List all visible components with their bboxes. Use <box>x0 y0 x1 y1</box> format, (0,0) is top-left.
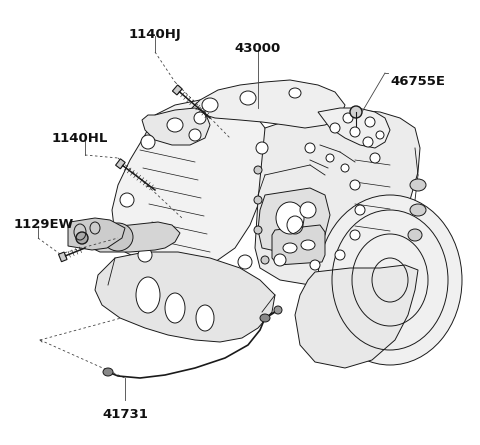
Ellipse shape <box>343 113 353 123</box>
Text: 1140HJ: 1140HJ <box>129 28 181 41</box>
Polygon shape <box>68 218 125 250</box>
Ellipse shape <box>370 153 380 163</box>
Ellipse shape <box>274 254 286 266</box>
Polygon shape <box>142 108 210 145</box>
Ellipse shape <box>318 195 462 365</box>
Ellipse shape <box>120 193 134 207</box>
Ellipse shape <box>410 204 426 216</box>
Ellipse shape <box>77 230 93 246</box>
Ellipse shape <box>301 240 315 250</box>
Polygon shape <box>172 85 182 95</box>
Polygon shape <box>112 100 270 268</box>
Ellipse shape <box>90 227 110 247</box>
Polygon shape <box>59 252 67 262</box>
Polygon shape <box>95 252 275 342</box>
Ellipse shape <box>305 143 315 153</box>
Polygon shape <box>272 225 325 265</box>
Ellipse shape <box>261 256 269 264</box>
Ellipse shape <box>283 243 297 253</box>
Ellipse shape <box>326 154 334 162</box>
Ellipse shape <box>167 118 183 132</box>
Text: 1129EW: 1129EW <box>14 218 74 231</box>
Polygon shape <box>116 159 125 169</box>
Ellipse shape <box>376 131 384 139</box>
Ellipse shape <box>256 142 268 154</box>
Ellipse shape <box>165 293 185 323</box>
Text: 41731: 41731 <box>102 408 148 421</box>
Polygon shape <box>182 80 345 128</box>
Ellipse shape <box>365 117 375 127</box>
Polygon shape <box>318 108 390 148</box>
Ellipse shape <box>350 127 360 137</box>
Ellipse shape <box>341 164 349 172</box>
Text: 1140HL: 1140HL <box>52 132 108 145</box>
Polygon shape <box>255 110 420 285</box>
Ellipse shape <box>238 255 252 269</box>
Ellipse shape <box>240 91 256 105</box>
Ellipse shape <box>330 123 340 133</box>
Ellipse shape <box>138 248 152 262</box>
Polygon shape <box>82 222 180 252</box>
Text: 46755E: 46755E <box>390 75 445 88</box>
Ellipse shape <box>355 205 365 215</box>
Ellipse shape <box>335 250 345 260</box>
Text: 43000: 43000 <box>235 42 281 55</box>
Ellipse shape <box>289 88 301 98</box>
Ellipse shape <box>196 305 214 331</box>
Ellipse shape <box>103 368 113 376</box>
Ellipse shape <box>194 112 206 124</box>
Ellipse shape <box>310 260 320 270</box>
Ellipse shape <box>300 202 316 218</box>
Ellipse shape <box>350 106 362 118</box>
Ellipse shape <box>189 129 201 141</box>
Ellipse shape <box>202 98 218 112</box>
Ellipse shape <box>274 306 282 314</box>
Polygon shape <box>295 265 418 368</box>
Ellipse shape <box>254 226 262 234</box>
Ellipse shape <box>363 137 373 147</box>
Ellipse shape <box>276 202 304 234</box>
Ellipse shape <box>408 229 422 241</box>
Ellipse shape <box>254 166 262 174</box>
Ellipse shape <box>410 179 426 191</box>
Ellipse shape <box>260 314 270 322</box>
Ellipse shape <box>136 277 160 313</box>
Ellipse shape <box>254 196 262 204</box>
Ellipse shape <box>103 223 133 251</box>
Ellipse shape <box>350 230 360 240</box>
Ellipse shape <box>141 135 155 149</box>
Ellipse shape <box>76 232 88 244</box>
Ellipse shape <box>350 180 360 190</box>
Polygon shape <box>258 188 330 252</box>
